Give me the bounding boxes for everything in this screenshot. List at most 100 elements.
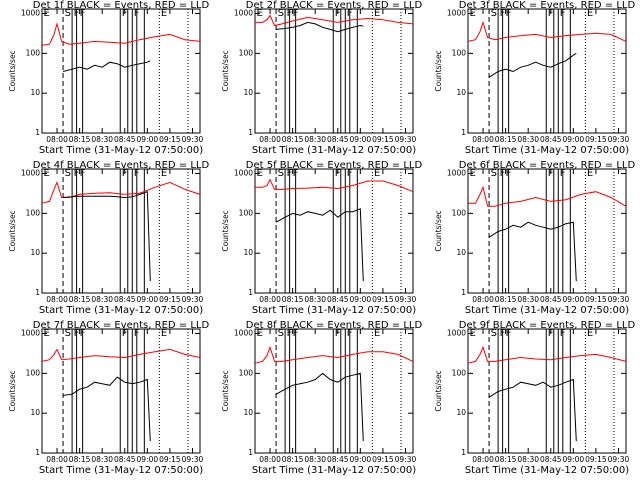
x-axis-label: Start Time (31-May-12 07:50:00) (252, 465, 416, 476)
panel: Det 6f BLACK = Events, RED = LLD 1 10 100 10… (434, 160, 635, 316)
y-tick-label: 100 (452, 208, 467, 217)
x-tick-label: 09:00 (137, 135, 159, 144)
y-axis-label: Counts/sec (434, 370, 443, 411)
x-tick-label: 09:15 (159, 135, 181, 144)
panel: Det 4f BLACK = Events, RED = LLD 1 10 100 10… (8, 160, 209, 316)
y-tick-label: 1 (248, 448, 253, 457)
annotation: F (293, 8, 299, 19)
plot-frame (467, 328, 627, 454)
y-axis-label: Counts/sec (8, 370, 17, 411)
annotation: S (278, 8, 284, 19)
y-tick-label: 100 (239, 48, 254, 57)
annotation: E (161, 328, 167, 339)
x-tick-label: 09:00 (563, 295, 585, 304)
panel: Det 9f BLACK = Events, RED = LLD 1 10 100 10… (434, 320, 635, 476)
annotation: F (122, 8, 128, 19)
y-tick-label: 1000 (447, 9, 466, 18)
x-tick-label: 08:00 (472, 295, 494, 304)
x-tick-label: 09:30 (395, 455, 417, 464)
series-line (41, 22, 201, 46)
y-axis-label: Counts/sec (221, 210, 230, 251)
x-axis-label: Start Time (31-May-12 07:50:00) (39, 305, 203, 316)
y-tick-label: 1000 (447, 329, 466, 338)
panel: Det 7f BLACK = Events, RED = LLD 1 10 100 10… (8, 320, 209, 476)
x-tick-label: 08:00 (46, 295, 68, 304)
panel-title: Det 7f BLACK = Events, RED = LLD (33, 320, 210, 331)
annotation: F (347, 168, 353, 179)
annotation: E (161, 8, 167, 19)
series-line (467, 20, 627, 42)
x-tick-label: 08:30 (304, 295, 326, 304)
annotation: S (65, 168, 71, 179)
y-tick-label: 1000 (21, 169, 40, 178)
annotation: F (293, 168, 299, 179)
y-tick-label: 100 (239, 208, 254, 217)
y-tick-label: 10 (456, 408, 466, 417)
series-line (488, 378, 577, 442)
annotation: E (44, 168, 50, 179)
annotation: F (548, 168, 554, 179)
annotation: F (500, 8, 506, 19)
annotation: F (560, 8, 566, 19)
y-axis-label: Counts/sec (434, 210, 443, 251)
y-tick-label: 1 (461, 448, 466, 457)
annotation: E (470, 168, 476, 179)
annotation: S (491, 328, 497, 339)
x-tick-label: 08:00 (46, 135, 68, 144)
series-line (62, 60, 151, 72)
annotation: S (491, 8, 497, 19)
x-tick-label: 09:00 (137, 455, 159, 464)
x-tick-label: 08:30 (304, 455, 326, 464)
y-axis-label: Counts/sec (221, 50, 230, 91)
series-line (275, 208, 364, 282)
annotation: F (548, 8, 554, 19)
x-tick-label: 09:30 (182, 455, 204, 464)
series-line (468, 185, 627, 207)
y-tick-label: 100 (26, 48, 41, 57)
y-tick-label: 1 (35, 448, 40, 457)
x-tick-label: 08:30 (517, 455, 539, 464)
series-line (254, 345, 414, 364)
y-tick-label: 1000 (21, 329, 40, 338)
plot-frame (254, 168, 414, 294)
x-tick-label: 09:15 (159, 295, 181, 304)
annotation: F (287, 8, 293, 19)
y-tick-label: 1000 (234, 329, 253, 338)
plot-frame (467, 8, 627, 134)
y-axis-label: Counts/sec (434, 50, 443, 91)
annotation: F (74, 8, 80, 19)
x-tick-label: 08:00 (46, 455, 68, 464)
x-axis-label: Start Time (31-May-12 07:50:00) (39, 145, 203, 156)
x-tick-label: 08:15 (69, 455, 91, 464)
annotation: F (134, 328, 140, 339)
y-tick-label: 10 (30, 88, 40, 97)
annotation: E (44, 328, 50, 339)
annotation: E (374, 168, 380, 179)
y-tick-label: 1000 (234, 9, 253, 18)
panel-title: Det 5f BLACK = Events, RED = LLD (246, 160, 423, 171)
y-tick-label: 1 (461, 128, 466, 137)
y-axis-label: Counts/sec (8, 50, 17, 91)
annotation: S (278, 168, 284, 179)
annotation: E (257, 328, 263, 339)
annotation: F (134, 8, 140, 19)
annotation: F (74, 168, 80, 179)
y-tick-label: 10 (30, 408, 40, 417)
x-tick-label: 08:45 (114, 135, 136, 144)
x-tick-label: 09:30 (395, 135, 417, 144)
x-tick-label: 09:30 (182, 135, 204, 144)
annotation: F (506, 328, 512, 339)
y-tick-label: 10 (243, 408, 253, 417)
annotation: F (80, 328, 86, 339)
panel: Det 3f BLACK = Events, RED = LLD 1 10 100 10… (434, 0, 635, 156)
annotation: F (74, 328, 80, 339)
x-axis-label: Start Time (31-May-12 07:50:00) (252, 145, 416, 156)
annotation: E (44, 8, 50, 19)
x-tick-label: 08:45 (327, 135, 349, 144)
x-tick-label: 08:15 (495, 295, 517, 304)
annotation: F (287, 328, 293, 339)
annotation: S (65, 8, 71, 19)
plot-frame (41, 8, 201, 134)
x-axis-label: Start Time (31-May-12 07:50:00) (465, 465, 629, 476)
